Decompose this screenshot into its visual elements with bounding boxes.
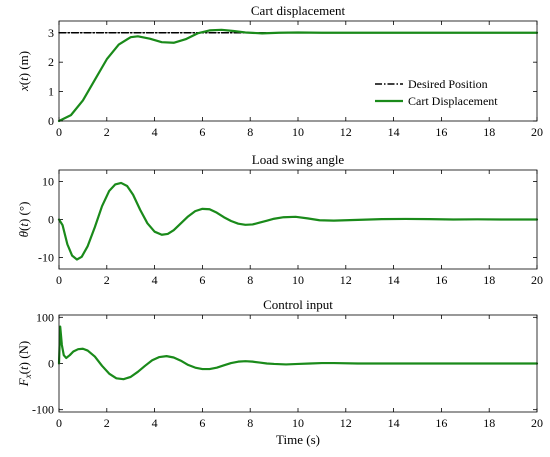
x-tick-label: 14 bbox=[388, 273, 400, 287]
x-tick-label: 8 bbox=[247, 273, 253, 287]
y-tick-label: 10 bbox=[42, 174, 54, 188]
x-tick-label: 8 bbox=[247, 416, 253, 430]
axis-frame bbox=[58, 20, 538, 122]
panel-load-swing-angle: Load swing angle 0 2 4 6 8 10 12 14 16 18 20 -1001… bbox=[16, 152, 543, 287]
x-tick-label: 8 bbox=[247, 125, 253, 139]
series-group bbox=[57, 181, 539, 261]
x-tick-label: 18 bbox=[483, 273, 495, 287]
y-tick-label: 0 bbox=[48, 114, 54, 128]
y-tick-label: 2 bbox=[48, 55, 54, 69]
x-tick-label: 2 bbox=[104, 273, 110, 287]
x-tick-label: 4 bbox=[152, 416, 158, 430]
y-axis-label: x(t) (m) bbox=[16, 51, 31, 92]
panel-cart-displacement: Cart displacement 0 2 4 6 8 10 12 14 16 18 20 0123… bbox=[16, 3, 543, 139]
y-axis-label: θ(t) (°) bbox=[16, 202, 31, 238]
x-tick-label: 14 bbox=[388, 416, 400, 430]
y-tick-label: 0 bbox=[48, 357, 54, 371]
legend-entry: Cart Displacement bbox=[408, 94, 498, 108]
series-line-response bbox=[57, 325, 539, 381]
axis-frame bbox=[58, 169, 538, 270]
y-tick-label: 0 bbox=[48, 213, 54, 227]
x-axis-label: Time (s) bbox=[276, 432, 320, 447]
x-tick-label: 2 bbox=[104, 125, 110, 139]
x-tick-label: 14 bbox=[388, 125, 400, 139]
y-tick-label: -100 bbox=[32, 403, 54, 417]
x-tick-label: 0 bbox=[56, 416, 62, 430]
y-tick-label: -10 bbox=[38, 251, 54, 265]
x-tick-label: 16 bbox=[435, 125, 447, 139]
y-axis-label: Fx(t) (N) bbox=[16, 341, 33, 388]
axis-frame bbox=[58, 314, 538, 413]
x-tick-label: 12 bbox=[340, 273, 352, 287]
x-tick-label: 20 bbox=[531, 416, 543, 430]
x-tick-label: 20 bbox=[531, 273, 543, 287]
x-tick-label: 4 bbox=[152, 273, 158, 287]
x-tick-label: 18 bbox=[483, 125, 495, 139]
series-line-response bbox=[57, 181, 539, 261]
chart-title: Load swing angle bbox=[252, 152, 345, 167]
series-line-cart-displacement bbox=[57, 28, 539, 123]
x-ticks: 0 2 4 6 8 10 12 14 16 18 20 bbox=[56, 315, 543, 430]
x-tick-label: 0 bbox=[56, 273, 62, 287]
x-tick-label: 6 bbox=[199, 416, 205, 430]
x-tick-label: 2 bbox=[104, 416, 110, 430]
chart-title: Control input bbox=[263, 297, 333, 312]
x-tick-label: 16 bbox=[435, 416, 447, 430]
panel-control-input: Control input 0 2 4 6 8 10 12 14 16 18 20 -1000100… bbox=[16, 297, 543, 447]
x-ticks: 0 2 4 6 8 10 12 14 16 18 20 bbox=[56, 170, 543, 287]
y-tick-label: 1 bbox=[48, 85, 54, 99]
x-tick-label: 12 bbox=[340, 125, 352, 139]
y-ticks: -10 0 10 bbox=[38, 174, 537, 265]
x-tick-label: 4 bbox=[152, 125, 158, 139]
series-group bbox=[57, 28, 539, 123]
x-tick-label: 6 bbox=[199, 273, 205, 287]
x-tick-label: 10 bbox=[292, 125, 304, 139]
x-tick-label: 16 bbox=[435, 273, 447, 287]
x-ticks: 0 2 4 6 8 10 12 14 16 18 20 bbox=[56, 21, 543, 139]
x-tick-label: 6 bbox=[199, 125, 205, 139]
legend-entry: Desired Position bbox=[408, 77, 488, 91]
y-tick-label: 3 bbox=[48, 26, 54, 40]
x-tick-label: 12 bbox=[340, 416, 352, 430]
x-tick-label: 20 bbox=[531, 125, 543, 139]
y-tick-label: 100 bbox=[36, 310, 54, 324]
legend: Desired Position Cart Displacement bbox=[375, 77, 498, 108]
x-tick-label: 10 bbox=[292, 273, 304, 287]
series-group bbox=[57, 325, 539, 381]
x-tick-label: 0 bbox=[56, 125, 62, 139]
x-tick-label: 18 bbox=[483, 416, 495, 430]
chart-title: Cart displacement bbox=[251, 3, 346, 18]
x-tick-label: 10 bbox=[292, 416, 304, 430]
